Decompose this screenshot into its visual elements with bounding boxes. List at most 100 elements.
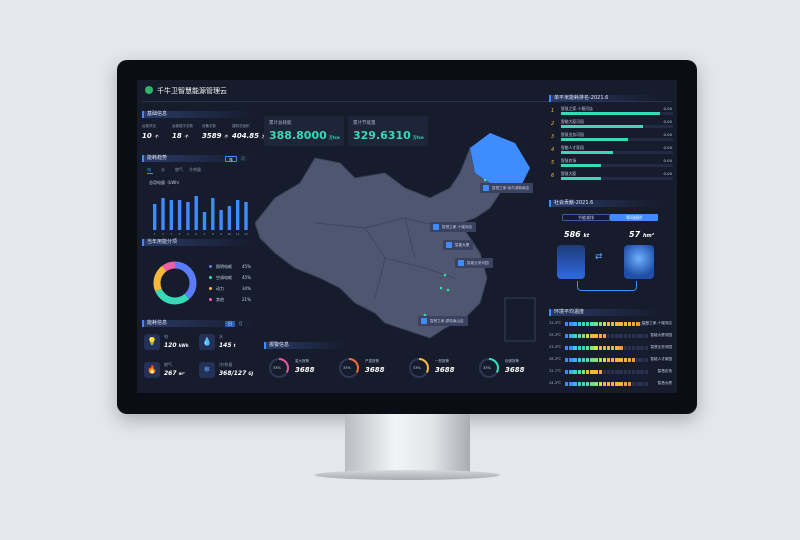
temp-cell <box>577 334 581 338</box>
ranking-row[interactable]: 1 智慧之家-十堰河店 0.00 <box>549 106 674 118</box>
temp-cell <box>632 334 636 338</box>
trend-tab-3[interactable]: 冷热量 <box>189 167 201 172</box>
trend-year-toggle[interactable]: 年 <box>225 156 237 162</box>
trend-tab-underline <box>147 173 153 174</box>
energy-month-toggle[interactable]: 月 <box>238 321 243 326</box>
trend-tab-1[interactable]: 水 <box>161 167 165 172</box>
temp-cell <box>594 334 598 338</box>
temp-cell <box>590 358 594 362</box>
temp-cell <box>602 382 607 386</box>
ranking-items-5-value: 0.00 <box>663 171 672 176</box>
energy-items-3-label: 冷/热量 <box>219 362 233 367</box>
temp-cell <box>598 358 602 362</box>
map-labels-1: 智慧之家-十堰河店 <box>442 225 473 229</box>
ranking-row[interactable]: 4 智能人才家园 0.00 <box>549 145 674 157</box>
trend-month-toggle[interactable]: 月 <box>241 156 245 161</box>
map-site-label[interactable]: 智慧之家-原陆南山店 <box>418 316 468 326</box>
legend-dot <box>209 287 212 290</box>
social-tab-1[interactable]: 等同植树 <box>610 214 658 221</box>
building-icon <box>458 260 464 266</box>
temp-cell <box>627 382 632 386</box>
map-site-label[interactable]: 智慧之家-哈尔滨新南店 <box>480 183 534 193</box>
donut-slice <box>153 261 197 305</box>
ranking-items-1-name: 智能大厦河园 <box>561 119 584 124</box>
building-icon <box>483 185 489 191</box>
temp-cell <box>598 334 602 338</box>
ranking-bar-fill <box>561 151 613 154</box>
header-divider <box>142 101 672 102</box>
energy-items-3-unit: GJ <box>248 371 254 376</box>
temp-level-bar <box>565 345 649 350</box>
temp-cell <box>606 334 611 338</box>
ranking-bar-fill <box>561 125 643 128</box>
energy-day-toggle[interactable]: 日 <box>225 321 235 327</box>
ranking-bar-track <box>561 177 673 180</box>
temp-cell <box>606 346 611 350</box>
trend-bar-chart: 1 2 3 4 5 6 7 8 9 10 11 12 <box>153 196 248 236</box>
map-labels-0: 智慧之家-哈尔滨新南店 <box>492 186 530 190</box>
temp-cell <box>585 370 590 374</box>
temp-cell <box>565 346 569 350</box>
temp-cell <box>636 322 640 326</box>
legend-item: 其他 21% <box>209 297 264 308</box>
temp-cell <box>590 334 594 338</box>
trend-bar <box>194 196 198 230</box>
temp-row: 25.3℃ 智能大厦河园 <box>549 332 674 344</box>
energy-items-0-label: 电 <box>164 334 168 339</box>
temp-cell <box>577 382 581 386</box>
temp-list: 22.3℃ 智慧之家-十堰河店 25.3℃ 智能大厦河园 23.3℃ 智慧业务河园 26.3… <box>549 320 674 390</box>
social-tab-0[interactable]: 节能减排 <box>562 214 610 221</box>
ranking-bar-track <box>561 112 673 115</box>
trend-chart-label: 总用电量（kWh） <box>149 180 182 185</box>
building-icon <box>433 224 439 230</box>
basic-stats-1-unit: 个 <box>184 134 189 139</box>
alarms-items-0-pct: 33% <box>273 366 281 370</box>
map-labels-2: 智能大厦 <box>455 243 470 247</box>
temp-cell <box>581 346 586 350</box>
ranking-bar-fill <box>561 164 602 167</box>
temp-cell <box>573 322 577 326</box>
trend-tick-label: 11 <box>236 232 240 236</box>
temp-cell <box>644 346 648 350</box>
temp-cell <box>623 334 628 338</box>
ranking-items-0-name: 智慧之家-十堰河店 <box>561 106 593 111</box>
temp-cell <box>632 370 636 374</box>
dashboard-screen: 千牛卫智慧能源管理云 基础信息 运营项目 10 个运营楼宇总数 18 个设备总数 35… <box>137 80 677 393</box>
ranking-row[interactable]: 5 智慧农场 0.00 <box>549 158 674 170</box>
temp-level-bar <box>565 333 649 338</box>
temp-cell <box>594 346 598 350</box>
ranking-row[interactable]: 2 智能大厦河园 0.00 <box>549 119 674 131</box>
basic-stats-3-value: 404.85 <box>232 132 260 140</box>
temp-cell <box>606 382 611 386</box>
social-right-value: 57 hm² <box>629 230 654 239</box>
temp-cell <box>636 370 640 374</box>
legend-dot <box>209 265 212 268</box>
trend-bar <box>161 198 165 230</box>
alarm-gauge: 33% 严重报警 3688 <box>337 356 405 381</box>
map-site-label[interactable]: 智能业务河园 <box>455 258 493 268</box>
energy-item: 💡 电 120 kWh <box>142 332 197 356</box>
temp-cell <box>623 370 628 374</box>
basic-stats-1-label: 运营楼宇总数 <box>172 124 193 128</box>
temp-cell <box>623 358 628 362</box>
map-site-label[interactable]: 智能大厦 <box>443 240 474 250</box>
trend-tab-0[interactable]: 电 <box>147 167 151 172</box>
basic-stats-0-value: 10 <box>142 132 152 140</box>
basic-stats-0-label: 运营项目 <box>142 124 156 128</box>
map-site-label[interactable]: 智慧之家-十堰河店 <box>430 222 477 232</box>
alarms-items-0-label: 重大报警 <box>295 359 309 363</box>
donut-slice <box>153 261 197 305</box>
alarms-items-1-value: 3688 <box>365 366 385 374</box>
temp-cell <box>598 346 602 350</box>
legend-item: 空调电耗 45% <box>209 275 264 286</box>
alarms-items-1-label: 严重报警 <box>365 359 379 363</box>
alarm-gauge: 33% 一般报警 3688 <box>407 356 475 381</box>
map-province-borders <box>314 217 456 299</box>
ranking-row[interactable]: 6 智慧大厦 0.00 <box>549 171 674 183</box>
ranking-items-3-name: 智能人才家园 <box>561 145 584 150</box>
temp-cell <box>636 334 640 338</box>
ranking-row[interactable]: 3 智慧业务河园 0.00 <box>549 132 674 144</box>
trend-tab-2[interactable]: 燃气 <box>175 167 183 172</box>
china-map[interactable] <box>255 128 545 353</box>
basic-stats-3-label: 建筑总面积 <box>232 124 250 128</box>
